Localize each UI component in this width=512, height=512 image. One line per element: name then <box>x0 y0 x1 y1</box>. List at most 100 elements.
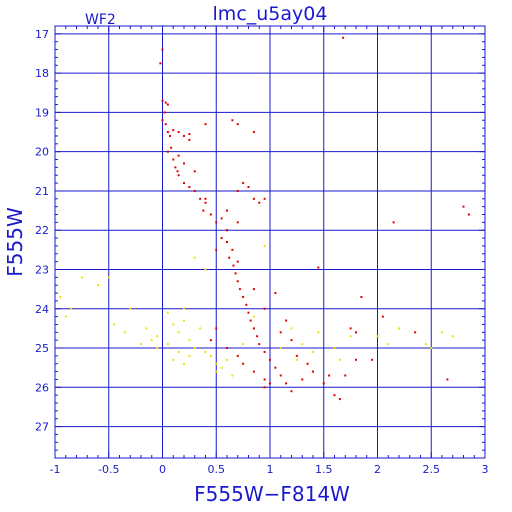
data-point <box>166 131 169 134</box>
data-point <box>252 370 255 373</box>
data-point <box>285 382 288 385</box>
x-tick-label: 3 <box>482 463 489 476</box>
data-point <box>376 335 379 338</box>
data-point <box>107 276 110 279</box>
x-tick-label: 1 <box>267 463 274 476</box>
data-point <box>177 350 180 353</box>
data-point <box>164 123 167 126</box>
data-point <box>183 134 185 137</box>
data-point <box>398 327 400 330</box>
data-point <box>188 339 191 342</box>
data-point <box>193 189 196 192</box>
data-point <box>123 331 126 334</box>
data-point <box>392 221 395 224</box>
data-point <box>231 248 234 251</box>
data-point <box>279 374 282 377</box>
data-point <box>204 268 207 271</box>
data-point <box>145 327 148 330</box>
data-point <box>220 237 223 240</box>
data-point <box>263 386 266 389</box>
data-point <box>166 150 169 153</box>
data-points <box>59 36 470 401</box>
data-point <box>236 280 239 283</box>
y-tick-label: 20 <box>35 146 49 159</box>
data-point <box>183 362 185 365</box>
data-point <box>338 358 341 361</box>
data-point <box>247 311 250 314</box>
data-point <box>193 347 196 350</box>
data-point <box>290 390 293 393</box>
data-point <box>236 221 239 224</box>
data-point <box>236 260 239 263</box>
data-point <box>451 335 454 338</box>
data-point <box>177 131 180 134</box>
data-point <box>226 358 228 361</box>
data-point <box>209 213 212 216</box>
data-point <box>414 331 417 334</box>
data-point <box>301 378 304 381</box>
data-point <box>371 358 374 361</box>
data-point <box>317 266 320 269</box>
x-tick-label: -1 <box>50 463 61 476</box>
data-point <box>232 264 235 267</box>
data-point <box>97 284 99 287</box>
data-point <box>290 339 293 342</box>
data-point <box>163 111 166 114</box>
data-point <box>188 133 191 135</box>
data-point <box>263 350 266 353</box>
data-point <box>269 382 271 385</box>
data-point <box>172 358 175 361</box>
data-point <box>161 48 164 51</box>
data-point <box>252 197 255 200</box>
data-point <box>312 370 314 373</box>
y-tick-label: 25 <box>35 342 49 355</box>
data-point <box>312 350 314 353</box>
data-point <box>150 339 153 342</box>
data-point <box>172 323 175 326</box>
data-point <box>317 331 320 334</box>
data-point <box>231 374 234 377</box>
data-point <box>467 213 470 216</box>
data-point <box>188 186 191 189</box>
data-point <box>252 288 255 291</box>
grid-lines <box>55 26 485 458</box>
data-point <box>166 343 169 346</box>
data-point <box>204 350 207 353</box>
data-point <box>161 119 164 122</box>
data-point <box>215 327 218 330</box>
data-point <box>215 370 218 373</box>
data-point <box>228 256 231 259</box>
data-point <box>333 347 336 350</box>
data-point <box>242 295 245 298</box>
y-tick-label: 19 <box>35 106 49 119</box>
data-point <box>256 335 259 338</box>
data-point <box>204 197 207 200</box>
data-point <box>234 272 237 275</box>
x-tick-label: 0.5 <box>208 463 226 476</box>
data-point <box>360 295 363 298</box>
data-point <box>193 256 196 259</box>
data-point <box>424 343 427 346</box>
data-point <box>295 354 298 357</box>
data-point <box>238 288 241 291</box>
data-point <box>199 327 202 330</box>
data-point <box>322 382 325 385</box>
data-point <box>247 186 250 189</box>
data-point <box>226 347 228 350</box>
data-point <box>204 123 207 126</box>
data-point <box>355 331 357 334</box>
data-point <box>177 154 180 157</box>
data-point <box>209 354 212 357</box>
y-axis-label: F555W <box>3 207 27 277</box>
data-point <box>441 331 443 334</box>
data-point <box>70 307 73 310</box>
data-point <box>226 241 228 243</box>
data-point <box>159 62 162 65</box>
data-point <box>355 358 357 361</box>
y-tick-label: 17 <box>35 28 49 41</box>
data-point <box>172 129 175 132</box>
x-axis-label: F555W−F814W <box>194 482 350 506</box>
data-point <box>183 319 185 322</box>
data-point <box>199 197 202 200</box>
